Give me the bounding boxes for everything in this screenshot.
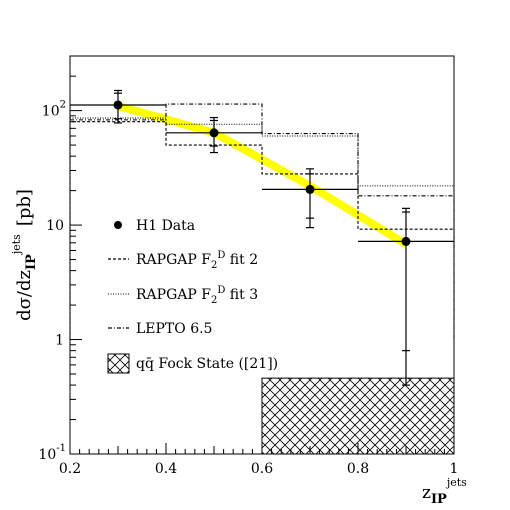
histogram-series-1 xyxy=(69,121,454,340)
y-axis-label-sub: IP xyxy=(24,254,39,270)
x-tick-label: 0.4 xyxy=(155,461,177,477)
legend-label-h1-data: H1 Data xyxy=(136,218,195,234)
x-axis-label-sup: jets xyxy=(445,476,467,489)
x-tick-label: 0.6 xyxy=(251,461,273,477)
y-tick-label: 1 xyxy=(55,333,64,349)
x-tick-label: 1 xyxy=(450,461,459,477)
legend-entry-rapgap-fit3: RAPGAP F2D fit 3 xyxy=(108,285,258,306)
legend-label-rapgap-fit3: RAPGAP F2D fit 3 xyxy=(136,285,258,306)
legend-entry-lepto: LEPTO 6.5 xyxy=(108,321,212,337)
legend-label-rapgap-fit3-main: RAPGAP F xyxy=(136,287,211,303)
data-point-3 xyxy=(358,207,454,386)
legend-label-rapgap-fit2-sup: D xyxy=(217,250,225,261)
legend-label-rapgap-fit3-suffix: fit 3 xyxy=(225,287,258,303)
y-tick-label-base: 10 xyxy=(46,218,64,234)
data-marker xyxy=(209,128,219,138)
data-points-layer xyxy=(70,89,454,386)
legend-swatch-fock-state xyxy=(107,353,130,374)
x-tick-label: 0.8 xyxy=(347,461,369,477)
y-tick-label: 102 xyxy=(42,100,66,120)
y-tick-label-base: 1 xyxy=(55,333,64,349)
y-tick-label-exponent: -1 xyxy=(56,443,66,454)
legend: H1 Data RAPGAP F2D fit 2 RAPGAP F2D fit … xyxy=(107,218,278,374)
data-marker xyxy=(113,100,123,110)
y-axis-label-main: dσ/dz xyxy=(14,270,35,321)
fock-state-hatched-bar xyxy=(261,377,455,455)
y-tick-label-base: 10 xyxy=(42,104,60,120)
legend-entry-fock-state: qq̄ Fock State ([21]) xyxy=(107,353,278,374)
x-tick-label: 0.2 xyxy=(59,461,81,477)
legend-label-fock-state: qq̄ Fock State ([21]) xyxy=(136,356,278,372)
legend-label-rapgap-fit2-main: RAPGAP F xyxy=(136,252,211,268)
data-point-0 xyxy=(70,89,166,124)
legend-label-lepto: LEPTO 6.5 xyxy=(136,321,212,337)
y-tick-label: 10-1 xyxy=(38,443,66,463)
y-axis-label-unit: [pb] xyxy=(14,189,35,226)
y-axis-label-sup: jets xyxy=(10,234,23,256)
data-point-1 xyxy=(166,116,262,154)
data-marker xyxy=(401,236,411,246)
legend-label-rapgap-fit3-sub: 2 xyxy=(211,295,217,306)
x-axis-label: zIP jets xyxy=(422,476,467,507)
histogram-layer xyxy=(69,103,455,455)
data-marker xyxy=(305,184,315,194)
x-axis-label-main: z xyxy=(422,483,431,503)
histogram-series-3 xyxy=(70,103,455,340)
x-axis-label-sub: IP xyxy=(431,492,447,507)
y-tick-label-base: 10 xyxy=(38,447,56,463)
legend-entry-rapgap-fit2: RAPGAP F2D fit 2 xyxy=(108,250,258,271)
data-point-2 xyxy=(262,168,358,229)
y-axis-label: dσ/dzIPjets [pb] xyxy=(10,189,39,321)
legend-label-rapgap-fit2: RAPGAP F2D fit 2 xyxy=(136,250,258,271)
y-tick-label-exponent: 2 xyxy=(60,100,66,111)
legend-entry-h1-data: H1 Data xyxy=(114,218,195,234)
legend-marker-h1-data xyxy=(114,221,122,229)
legend-label-rapgap-fit3-sup: D xyxy=(217,285,225,296)
legend-label-rapgap-fit2-suffix: fit 2 xyxy=(225,252,258,268)
legend-label-rapgap-fit2-sub: 2 xyxy=(211,260,217,271)
y-tick-label: 10 xyxy=(46,218,64,234)
